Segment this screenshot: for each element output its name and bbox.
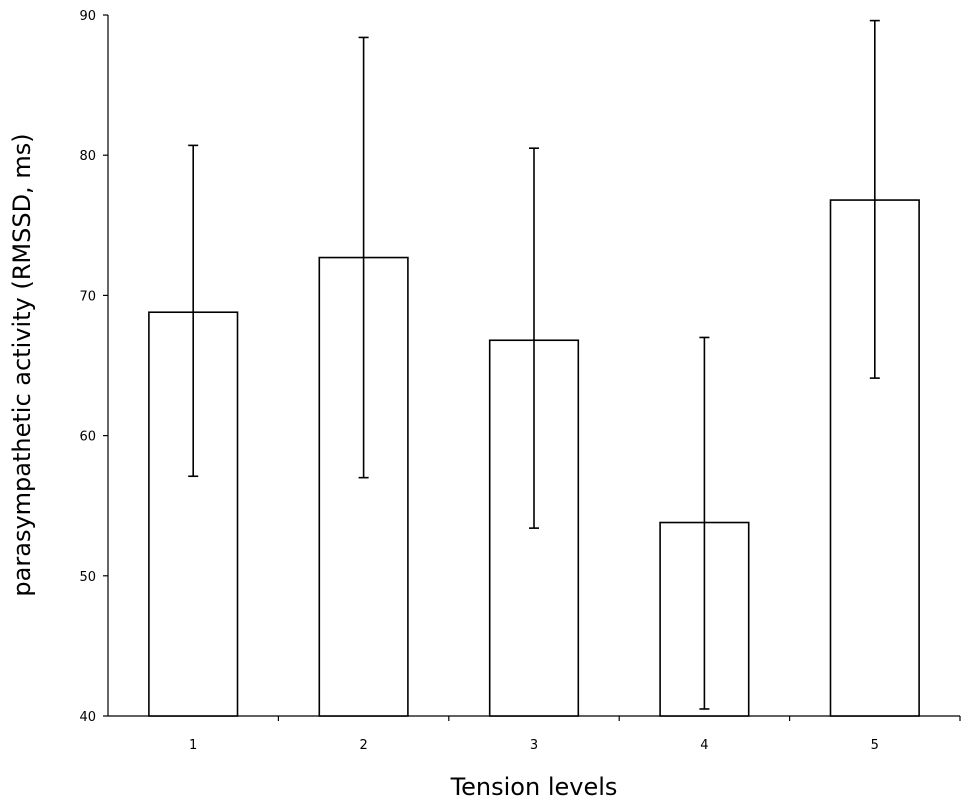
x-tick-label: 5 [871,738,879,753]
y-tick-group: 40 50 60 70 80 90 [79,9,108,725]
x-tick-label: 4 [700,738,708,753]
y-tick-label: 70 [79,289,96,304]
error-bar-4 [699,336,710,710]
x-tick-label: 3 [530,738,538,753]
y-tick-label: 60 [79,430,96,445]
x-axis-title: Tension levels [450,773,618,801]
error-bar-3 [529,147,539,529]
error-bar-5 [869,19,880,379]
y-tick-label: 50 [79,570,96,585]
x-tick-group: 1 2 3 4 5 [189,716,961,753]
y-tick-label: 90 [79,9,96,24]
x-tick-label: 2 [359,738,367,753]
y-tick-label: 80 [79,149,96,164]
error-bar-group [188,19,880,710]
error-bar-1 [188,144,199,478]
error-bar-2 [358,36,369,479]
y-axis-title: parasympathetic activity (RMSSD, ms) [8,133,36,596]
x-tick-label: 1 [189,738,197,753]
y-tick-label: 40 [79,710,96,725]
